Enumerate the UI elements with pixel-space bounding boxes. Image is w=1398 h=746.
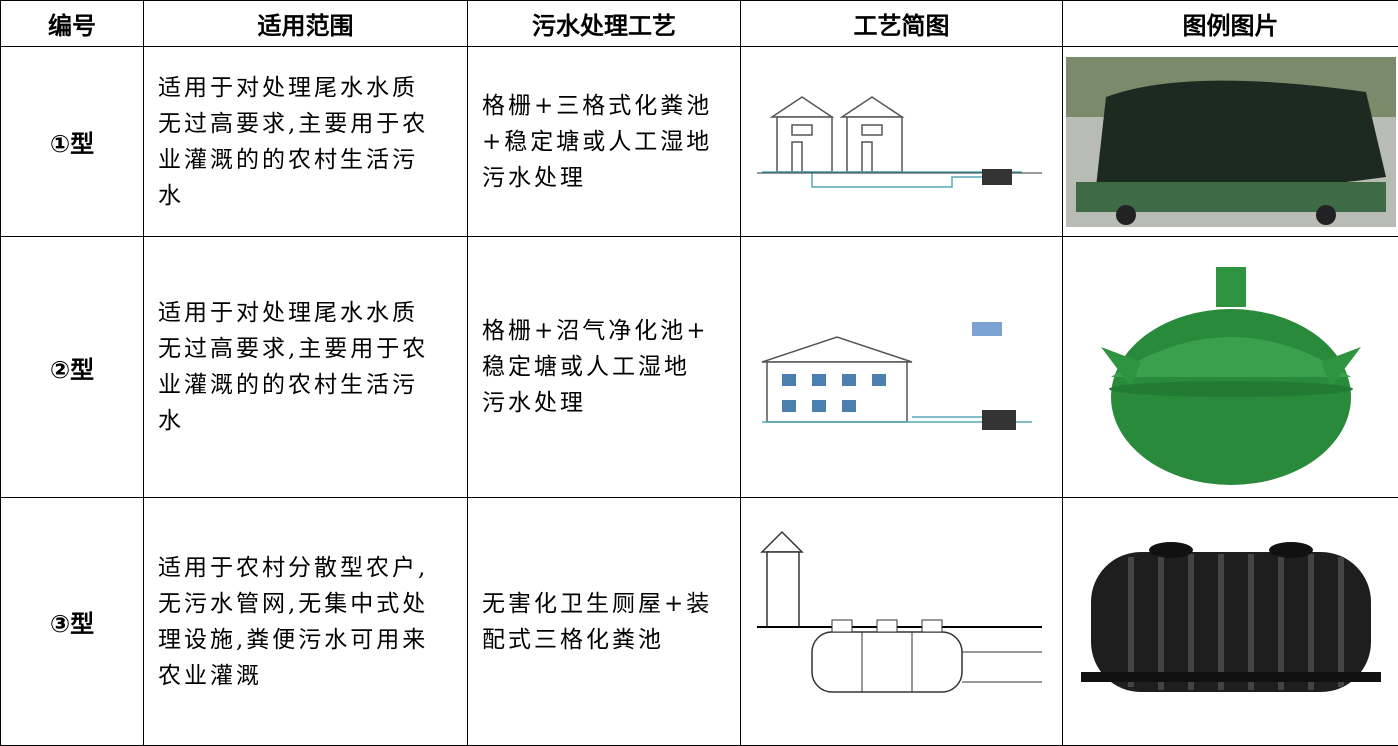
row: ①型 适用于对处理尾水水质 无过高要求,主要用于农 业灌溉的的农村生活污水 格栅+三… xyxy=(0,46,1398,237)
text-line: 业灌溉的的农村生活污 xyxy=(158,372,418,398)
header-row: 编号 适用范围 污水处理工艺 工艺简图 图例图片 xyxy=(0,0,1398,47)
header-cell: 适用范围 xyxy=(143,0,468,47)
type-id: ①型 xyxy=(0,46,144,237)
text-line: 无过高要求,主要用于农 xyxy=(158,110,429,137)
text-line: 理设施,粪便污水可用来 xyxy=(158,626,429,653)
process: 格栅+沼气净化池+ 稳定塘或人工湿地 污水处理 xyxy=(467,236,741,498)
row: ③型 适用于农村分散型农户, 无污水管网,无集中式处 理设施,粪便污水可用来 农业灌溉… xyxy=(0,497,1398,746)
header-cell: 编号 xyxy=(0,0,144,47)
diagram xyxy=(740,46,1063,237)
process: 格栅+三格式化粪池 +稳定塘或人工湿地 污水处理 xyxy=(467,46,741,237)
diagram-image xyxy=(761,322,1032,430)
type-id: ②型 xyxy=(0,236,144,498)
process: 无害化卫生厕屋+装 配式三格化粪池 xyxy=(467,497,741,746)
text-line: 无过高要求,主要用于农 xyxy=(158,336,429,362)
type-id: ③型 xyxy=(0,497,144,746)
diagram-image xyxy=(756,530,1042,693)
diagram-image xyxy=(756,95,1042,188)
diagram xyxy=(740,497,1063,746)
text-line: 污水处理 xyxy=(482,390,586,416)
text-line: 适用于对处理尾水水质 xyxy=(158,300,418,326)
header-cell: 工艺简图 xyxy=(740,0,1063,47)
scope: 适用于农村分散型农户, 无污水管网,无集中式处 理设施,粪便污水可用来 农业灌溉 xyxy=(143,497,468,746)
photo xyxy=(1062,497,1398,746)
text-line: 污水处理 xyxy=(482,164,586,191)
row: ②型 适用于对处理尾水水质 无过高要求,主要用于农 业灌溉的的农村生活污水 格栅+沼… xyxy=(0,236,1398,498)
scope: 适用于对处理尾水水质 无过高要求,主要用于农 业灌溉的的农村生活污水 xyxy=(143,236,468,498)
text-line: 无害化卫生厕屋+装 xyxy=(482,590,713,617)
text-line: +稳定塘或人工湿地 xyxy=(482,128,713,155)
header-cell: 污水处理工艺 xyxy=(467,0,741,47)
text-line: 配式三格化粪池 xyxy=(482,626,664,653)
text-line: 农业灌溉 xyxy=(158,662,262,689)
photo-image xyxy=(1065,56,1396,227)
text-line: 格栅+沼气净化池+ xyxy=(482,318,709,344)
text-line: 水 xyxy=(158,408,184,434)
photo xyxy=(1062,46,1398,237)
text-line: 稳定塘或人工湿地 xyxy=(482,354,690,380)
text-line: 无污水管网,无集中式处 xyxy=(158,590,429,617)
photo-image xyxy=(1080,541,1381,692)
text-line: 适用于对处理尾水水质 xyxy=(158,74,418,101)
header-cell: 图例图片 xyxy=(1062,0,1398,47)
diagram xyxy=(740,236,1063,498)
text-line: 水 xyxy=(158,182,184,209)
photo xyxy=(1062,236,1398,498)
photo-image xyxy=(1100,267,1361,485)
scope: 适用于对处理尾水水质 无过高要求,主要用于农 业灌溉的的农村生活污水 xyxy=(143,46,468,237)
text-line: 业灌溉的的农村生活污 xyxy=(158,146,418,173)
text-line: 适用于农村分散型农户, xyxy=(158,554,429,581)
text-line: 格栅+三格式化粪池 xyxy=(482,92,713,119)
